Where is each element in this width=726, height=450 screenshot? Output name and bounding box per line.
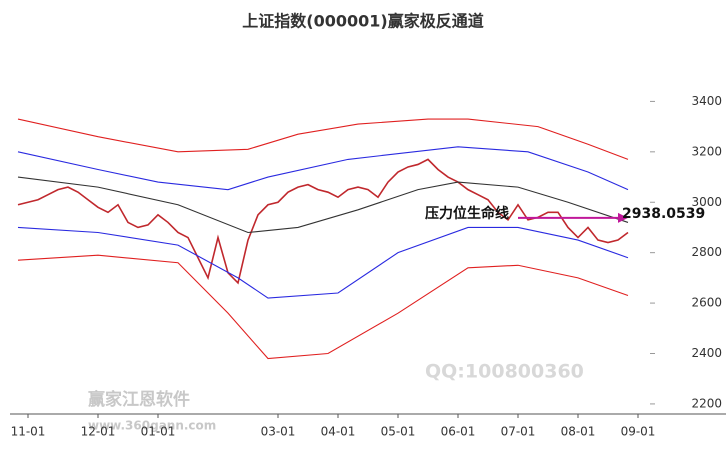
y-tick-label: 3400	[691, 94, 722, 108]
y-tick-label: 2400	[691, 346, 722, 360]
pressure-value: 2938.0539	[622, 206, 705, 222]
x-tick-label: 09-01	[621, 425, 656, 439]
watermark: www.360gann.com	[88, 419, 216, 433]
x-tick-label: 11-01	[11, 425, 46, 439]
x-tick-label: 04-01	[321, 425, 356, 439]
watermark: 赢家江恩软件	[88, 389, 190, 410]
series-line	[17, 176, 629, 234]
series-line	[17, 254, 629, 360]
y-tick-label: 2800	[691, 245, 722, 259]
y-tick-label: 3200	[691, 144, 722, 158]
y-tick-label: 2200	[691, 396, 722, 410]
watermark: QQ:100800360	[425, 361, 584, 383]
series-line	[17, 118, 629, 160]
pressure-label: 压力位生命线	[425, 205, 509, 222]
series-line	[17, 158, 629, 285]
y-tick-label: 2600	[691, 296, 722, 310]
pressure-arrow	[618, 212, 628, 223]
chart-title: 上证指数(000001)赢家极反通道	[242, 12, 483, 31]
x-tick-label: 01-01	[141, 425, 176, 439]
x-tick-label: 08-01	[561, 425, 596, 439]
x-tick-label: 05-01	[381, 425, 416, 439]
x-tick-label: 07-01	[501, 425, 536, 439]
x-tick-label: 06-01	[441, 425, 476, 439]
x-tick-label: 03-01	[261, 425, 296, 439]
series-line	[17, 146, 629, 191]
x-tick-label: 12-01	[81, 425, 116, 439]
series-line	[17, 226, 629, 299]
y-tick-label: 3000	[691, 195, 722, 209]
